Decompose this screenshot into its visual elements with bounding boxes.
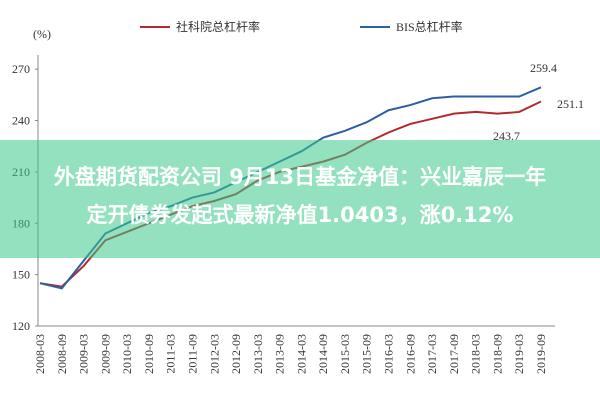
banner-line: 定开债券发起式最新净值1.0403，涨0.12% (87, 203, 514, 227)
banner-line: 外盘期货配资公司 9月13日基金净值：兴业嘉辰一年 (54, 165, 546, 189)
x-tick-label: 2016-03 (382, 334, 396, 374)
x-tick-label: 2009-09 (98, 334, 112, 374)
y-tick-label: 120 (12, 319, 30, 333)
annotation: 259.4 (530, 61, 557, 75)
y-tick-label: 150 (12, 268, 30, 282)
y-tick-label: 270 (12, 62, 30, 76)
x-tick-label: 2010-03 (120, 334, 134, 374)
annotation: 251.1 (557, 97, 584, 111)
legend-label: BIS总杠杆率 (396, 19, 463, 34)
x-tick-label: 2014-09 (316, 334, 330, 374)
x-tick-label: 2013-09 (273, 334, 287, 374)
x-tick-label: 2018-03 (469, 334, 483, 374)
y-tick-label: 240 (12, 114, 30, 128)
banner (0, 140, 600, 258)
x-tick-label: 2011-03 (164, 334, 178, 374)
x-tick-label: 2009-03 (77, 334, 91, 374)
x-tick-label: 2019-03 (512, 334, 526, 374)
x-tick-label: 2017-09 (447, 334, 461, 374)
x-tick-label: 2015-03 (338, 334, 352, 374)
x-tick-label: 2018-09 (490, 334, 504, 374)
x-tick-label: 2014-03 (294, 334, 308, 374)
x-tick-label: 2012-03 (207, 334, 221, 374)
y-unit: (%) (33, 27, 51, 41)
annotation: 243.7 (493, 129, 520, 143)
x-tick-label: 2010-09 (142, 334, 156, 374)
x-tick-label: 2013-03 (251, 334, 265, 374)
x-tick-label: 2019-09 (534, 334, 548, 374)
x-tick-label: 2016-09 (403, 334, 417, 374)
x-tick-label: 2015-09 (360, 334, 374, 374)
x-tick-label: 2017-03 (425, 334, 439, 374)
x-tick-label: 2008-03 (33, 334, 47, 374)
x-tick-label: 2012-09 (229, 334, 243, 374)
x-tick-label: 2011-09 (185, 334, 199, 374)
legend-label: 社科院总杠杆率 (176, 19, 260, 34)
x-tick-label: 2008-09 (55, 334, 69, 374)
